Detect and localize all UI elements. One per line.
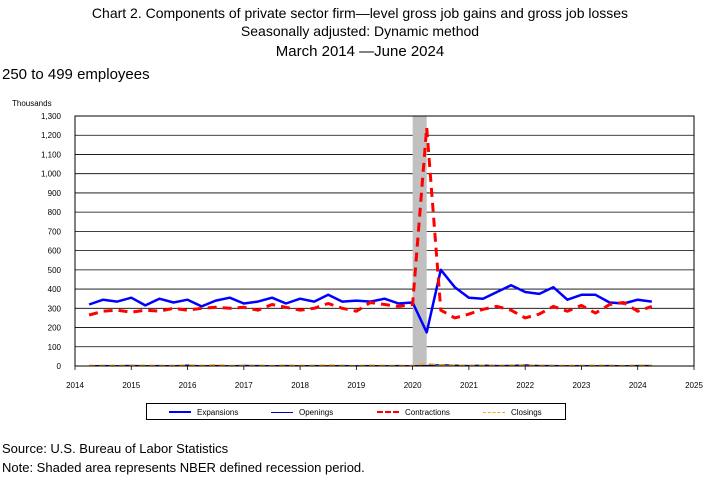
legend-item-closings: Closings bbox=[483, 407, 542, 417]
legend-label-openings: Openings bbox=[299, 407, 334, 417]
grid-lines bbox=[75, 115, 694, 367]
x-tick-label: 2014 bbox=[66, 381, 84, 390]
legend-label-contractions: Contractions bbox=[405, 407, 450, 417]
y-tick-label: 1,200 bbox=[41, 131, 62, 140]
chart-subtitle: 250 to 499 employees bbox=[2, 66, 150, 83]
chart-title-line-2: Seasonally adjusted: Dynamic method bbox=[240, 23, 480, 39]
chart-plot: 0 100 200 300 400 500 600 700 800 900 1,000 1,100 1,… bbox=[41, 112, 703, 390]
x-tick-label: 2017 bbox=[235, 381, 253, 390]
x-tick-label: 2019 bbox=[347, 381, 365, 390]
chart-title-line-3: March 2014 —June 2024 bbox=[275, 43, 445, 60]
legend-swatch-closings bbox=[483, 411, 505, 413]
legend-item-expansions: Expansions bbox=[169, 407, 238, 417]
x-tick-label: 2016 bbox=[179, 381, 197, 390]
source-note: Source: U.S. Bureau of Labor Statistics bbox=[2, 441, 229, 456]
legend-label-expansions: Expansions bbox=[197, 407, 239, 417]
x-tick-label: 2015 bbox=[122, 381, 140, 390]
y-tick-label: 700 bbox=[48, 227, 62, 236]
x-tick-label: 2018 bbox=[291, 381, 309, 390]
legend-swatch-contractions bbox=[377, 411, 399, 413]
y-tick-labels: 0 100 200 300 400 500 600 700 800 900 1,000 1,100 1,… bbox=[41, 112, 62, 371]
y-tick-label: 500 bbox=[48, 266, 62, 275]
y-tick-label: 900 bbox=[48, 189, 62, 198]
y-tick-label: 100 bbox=[48, 343, 62, 352]
y-tick-label: 400 bbox=[48, 285, 62, 294]
x-tick-label: 2024 bbox=[629, 381, 647, 390]
y-tick-label: 1,000 bbox=[41, 170, 62, 179]
y-tick-label: 300 bbox=[48, 304, 62, 313]
y-tick-label: 600 bbox=[48, 247, 62, 256]
y-tick-label: 200 bbox=[48, 324, 62, 333]
legend-item-openings: Openings bbox=[271, 407, 333, 417]
x-tick-label: 2022 bbox=[516, 381, 534, 390]
x-tick-label: 2020 bbox=[404, 381, 422, 390]
series-layer bbox=[88, 126, 653, 367]
legend-swatch-expansions bbox=[169, 411, 191, 413]
series-line-closings bbox=[89, 362, 652, 367]
plot-frame bbox=[74, 115, 695, 367]
legend-swatch-openings bbox=[271, 411, 293, 413]
x-tick-labels: 2014 2015 2016 2017 2018 2019 2020 2021 2022 2023… bbox=[66, 366, 703, 390]
legend-label-closings: Closings bbox=[511, 407, 542, 417]
chart-title-line-1: Chart 2. Components of private sector fi… bbox=[91, 5, 629, 21]
legend-item-contractions: Contractions bbox=[377, 407, 450, 417]
y-axis-label: Thousands bbox=[12, 99, 52, 108]
x-tick-label: 2021 bbox=[460, 381, 478, 390]
y-tick-label: 1,300 bbox=[41, 112, 62, 121]
chart-legend: Expansions Openings Contractions Closing… bbox=[146, 403, 566, 420]
y-tick-label: 800 bbox=[48, 208, 62, 217]
y-tick-label: 1,100 bbox=[41, 150, 62, 159]
y-tick-label: 0 bbox=[57, 362, 62, 371]
x-tick-label: 2023 bbox=[573, 381, 591, 390]
series-line-contractions bbox=[88, 126, 653, 320]
x-tick-label: 2025 bbox=[685, 381, 703, 390]
recession-note: Note: Shaded area represents NBER define… bbox=[2, 460, 365, 475]
